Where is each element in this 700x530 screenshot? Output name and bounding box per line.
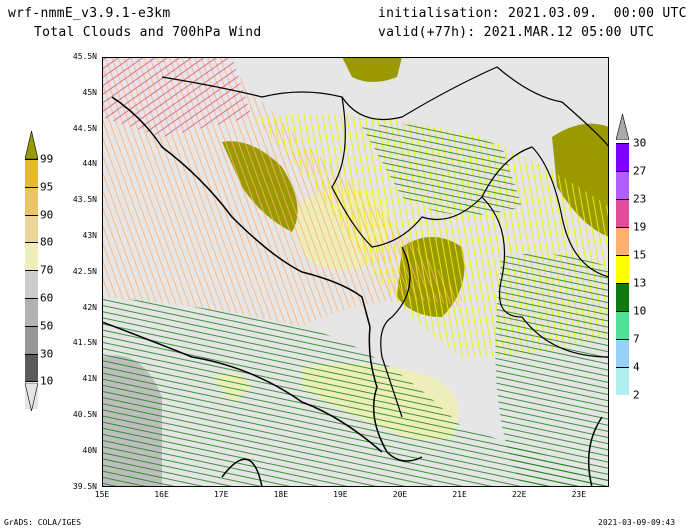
- cloud-colorbar-label: 70: [40, 263, 54, 277]
- lon-tick-label: 16E: [154, 490, 169, 499]
- lat-tick-label: 45N: [82, 87, 97, 97]
- cloud-colorbar-label: 60: [40, 291, 54, 305]
- product-title: Total Clouds and 700hPa Wind: [34, 25, 262, 40]
- wind-colorbar-label: 7: [633, 332, 640, 346]
- wind-colorbar-segment: [616, 227, 629, 255]
- lon-tick-label: 20E: [392, 490, 408, 499]
- wind-colorbar-label: 27: [633, 164, 647, 178]
- coastline: [587, 416, 603, 487]
- cloud-colorbar-segment: [25, 159, 38, 187]
- map-plot: [102, 57, 609, 487]
- cloud-colorbar-segment: [25, 298, 38, 326]
- wind-colorbar-label: 19: [633, 220, 647, 234]
- wind-region-10-13: [495, 253, 609, 487]
- wind-region-10-13: [102, 297, 609, 487]
- wind-colorbar-segment: [616, 367, 629, 395]
- border: [380, 246, 411, 418]
- cloud-colorbar-label: 80: [40, 235, 54, 249]
- lat-tick-label: 42N: [82, 302, 97, 312]
- lat-tick-label: 43.5N: [72, 195, 97, 205]
- cloud-colorbar-segment: [25, 214, 38, 243]
- wind-colorbar-label: 13: [633, 276, 647, 290]
- wind-colorbar-label: 15: [633, 248, 647, 262]
- wind-colorbar-segment: [616, 143, 629, 171]
- lon-tick-label: 17E: [213, 490, 229, 499]
- coastline: [102, 321, 383, 453]
- lat-tick-label: 44N: [82, 159, 97, 169]
- model-title: wrf-nmmE_v3.9.1-e3km: [8, 6, 171, 21]
- valid-time: valid(+77h): 2021.MAR.12 05:00 UTC: [378, 25, 655, 40]
- lon-tick-label: 23E: [571, 490, 587, 499]
- init-time: initialisation: 2021.03.09. 00:00 UTC: [378, 6, 687, 21]
- cloud-colorbar-segment: [25, 353, 38, 382]
- border: [161, 66, 609, 148]
- wind-colorbar-segment: [616, 171, 629, 199]
- lat-tick-label: 39.5N: [72, 481, 97, 491]
- cloud-colorbar-segment: [25, 186, 38, 215]
- lat-tick-label: 44.5N: [72, 123, 97, 133]
- lat-tick-label: 41.5N: [72, 338, 97, 348]
- lon-tick-label: 19E: [333, 490, 348, 499]
- footer-credit: GrADS: COLA/IGES: [4, 518, 82, 527]
- cloud-region: [342, 57, 402, 82]
- footer-timestamp: 2021-03-09-09:43: [598, 518, 676, 527]
- cloud-colorbar-segment: [25, 242, 38, 271]
- border: [331, 96, 609, 358]
- lat-tick-label: 40.5N: [72, 410, 97, 419]
- wind-region-19-23: [102, 57, 252, 137]
- wind-colorbar-top-arrow: [616, 114, 629, 140]
- lon-tick-label: 15E: [94, 490, 110, 499]
- cloud-colorbar-label: 10: [40, 374, 54, 388]
- wind-region-10-13: [362, 124, 522, 215]
- lat-tick-label: 40N: [82, 445, 97, 455]
- wind-colorbar-segment: [616, 339, 629, 367]
- wind-colorbar-label: 10: [633, 304, 647, 318]
- map-frame: [102, 57, 609, 487]
- lat-tick-label: 43N: [82, 231, 97, 240]
- lat-tick-label: 42.5N: [72, 266, 97, 276]
- wind-colorbar-label: 4: [633, 360, 640, 374]
- wind-colorbar-label: 2: [633, 388, 640, 402]
- cloud-colorbar-segment: [25, 325, 38, 354]
- cloud-colorbar-bottom-arrow: [25, 383, 38, 411]
- wind-colorbar-label: 23: [633, 192, 647, 206]
- wind-colorbar-segment: [616, 255, 629, 283]
- wind-colorbar-label: 30: [633, 136, 647, 150]
- wind-colorbar-segment: [616, 283, 629, 311]
- cloud-colorbar-label: 90: [40, 208, 54, 222]
- lat-tick-label: 41N: [82, 374, 97, 384]
- coastline: [221, 458, 263, 487]
- border: [481, 146, 609, 278]
- wind-colorbar-segment: [616, 199, 629, 227]
- lon-tick-label: 21E: [452, 490, 467, 499]
- cloud-colorbar-top-arrow: [25, 131, 38, 159]
- cloud-colorbar-label: 30: [40, 347, 54, 361]
- cloud-colorbar-segment: [25, 270, 38, 298]
- coastline: [368, 326, 423, 462]
- cloud-colorbar-label: 95: [40, 180, 54, 194]
- cloud-colorbar-label: 99: [40, 152, 54, 166]
- lat-tick-label: 45.5N: [72, 52, 97, 61]
- lon-tick-label: 18E: [273, 490, 289, 499]
- cloud-colorbar-label: 50: [40, 319, 54, 333]
- lon-tick-label: 22E: [511, 490, 527, 499]
- wind-colorbar-segment: [616, 311, 629, 339]
- coastline: [111, 96, 371, 328]
